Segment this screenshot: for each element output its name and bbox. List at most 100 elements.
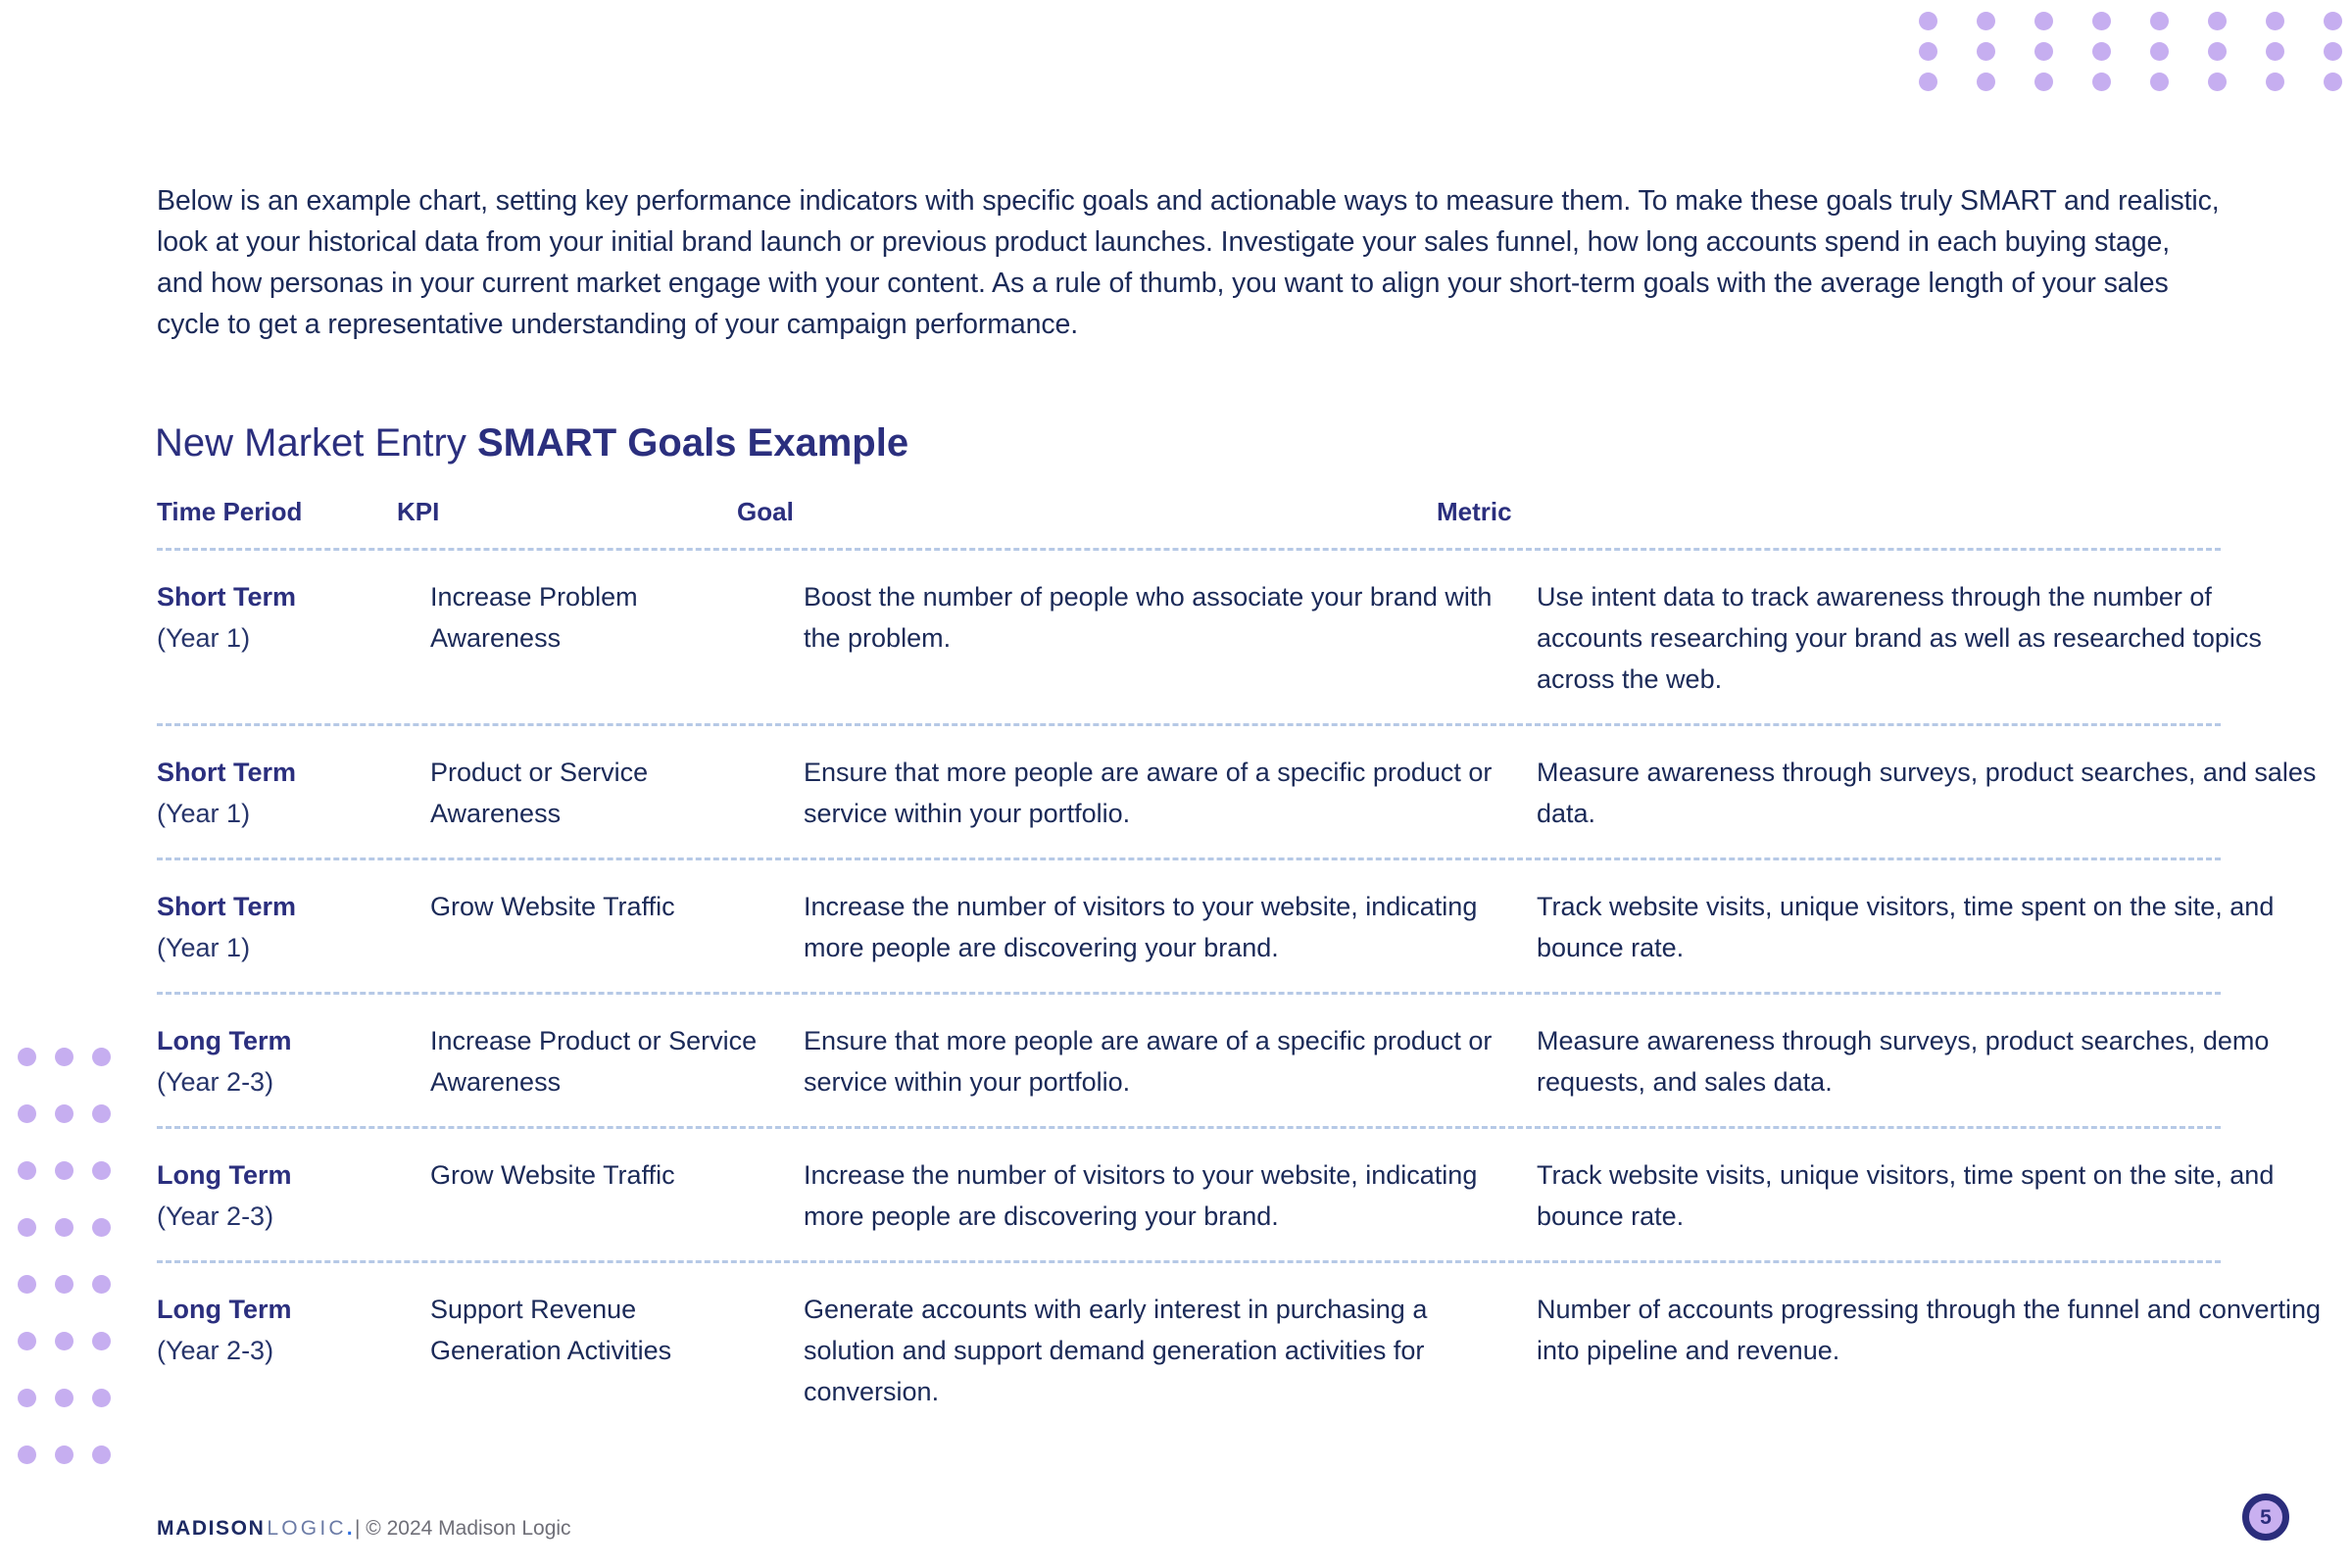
- decorative-dot: [18, 1275, 36, 1294]
- decorative-dot: [2324, 12, 2342, 30]
- decorative-dot: [2324, 42, 2342, 61]
- table-header-row: Time Period KPI Goal Metric: [157, 495, 2221, 548]
- decorative-dot: [2208, 12, 2227, 30]
- cell-time-period: Short Term (Year 1): [157, 886, 430, 968]
- decorative-dot: [18, 1332, 36, 1350]
- decorative-dot: [1977, 42, 1995, 61]
- page-title-light: New Market Entry: [155, 421, 477, 466]
- decorative-dot: [92, 1048, 111, 1066]
- logo-text-logic: LOGIC: [267, 1517, 347, 1540]
- decorative-dot: [18, 1446, 36, 1464]
- time-period-term: Short Term: [157, 758, 297, 787]
- decorative-dot: [1919, 12, 1937, 30]
- table-row: Long Term (Year 2-3) Increase Product or S…: [157, 995, 2269, 1126]
- decorative-dot: [2266, 73, 2284, 91]
- decorative-dot: [1919, 73, 1937, 91]
- time-period-year: (Year 2-3): [157, 1336, 274, 1365]
- cell-kpi: Grow Website Traffic: [430, 892, 675, 921]
- table-row: Long Term (Year 2-3) Grow Website Traffic I…: [157, 1129, 2274, 1260]
- cell-metric: Measure awareness through surveys, produ…: [1537, 1026, 2270, 1097]
- cell-time-period: Long Term (Year 2-3): [157, 1154, 430, 1237]
- column-header-goal: Goal: [737, 497, 794, 526]
- decorative-dot: [2034, 73, 2053, 91]
- cell-goal: Boost the number of people who associate…: [804, 582, 1493, 653]
- decorative-dot: [2092, 73, 2111, 91]
- decorative-dot: [2208, 42, 2227, 61]
- cell-kpi: Increase Product or Service Awareness: [430, 1026, 758, 1097]
- cell-goal: Increase the number of visitors to your …: [804, 1160, 1478, 1231]
- time-period-term: Long Term: [157, 1026, 292, 1055]
- logo-text-madison: MADISON: [157, 1517, 266, 1540]
- page-title-bold: SMART Goals Example: [476, 421, 909, 466]
- table-row: Long Term (Year 2-3) Support Revenue Gener…: [157, 1263, 2321, 1436]
- decorative-dot: [1977, 73, 1995, 91]
- decorative-dot: [2092, 12, 2111, 30]
- cell-metric: Track website visits, unique visitors, t…: [1537, 892, 2275, 962]
- decorative-dot: [2034, 42, 2053, 61]
- time-period-year: (Year 1): [157, 623, 251, 653]
- decorative-dot: [18, 1218, 36, 1237]
- decorative-dot: [92, 1389, 111, 1407]
- row-divider: [157, 548, 2221, 551]
- row-divider: [157, 723, 2221, 726]
- table-row: Short Term (Year 1) Grow Website Traffic In…: [157, 860, 2274, 992]
- row-divider: [157, 858, 2221, 860]
- time-period-term: Long Term: [157, 1160, 292, 1190]
- footer-copyright: | © 2024 Madison Logic: [355, 1517, 571, 1540]
- table-row: Short Term (Year 1) Increase Problem Aware…: [157, 551, 2262, 723]
- row-divider: [157, 992, 2221, 995]
- row-divider: [157, 1260, 2221, 1263]
- decorative-dot: [2150, 42, 2169, 61]
- decorative-dot: [1977, 12, 1995, 30]
- cell-kpi: Increase Problem Awareness: [430, 582, 638, 653]
- madison-logic-logo: MADISON LOGIC .: [157, 1517, 353, 1541]
- cell-goal: Generate accounts with early interest in…: [804, 1295, 1428, 1406]
- cell-kpi: Product or Service Awareness: [430, 758, 649, 828]
- decorative-dot: [2266, 42, 2284, 61]
- time-period-year: (Year 2-3): [157, 1067, 274, 1097]
- decorative-dot: [55, 1048, 74, 1066]
- cell-time-period: Short Term (Year 1): [157, 752, 430, 834]
- cell-time-period: Long Term (Year 2-3): [157, 1289, 430, 1371]
- decorative-dot: [18, 1161, 36, 1180]
- cell-goal: Ensure that more people are aware of a s…: [804, 758, 1493, 828]
- decorative-dot: [92, 1446, 111, 1464]
- table-row: Short Term (Year 1) Product or Service Awa…: [157, 726, 2316, 858]
- decorative-dot-grid-left: [18, 1048, 129, 1502]
- cell-goal: Ensure that more people are aware of a s…: [804, 1026, 1493, 1097]
- decorative-dot: [92, 1218, 111, 1237]
- decorative-dot: [55, 1389, 74, 1407]
- decorative-dot: [92, 1104, 111, 1123]
- decorative-dot: [18, 1048, 36, 1066]
- decorative-dot: [2266, 12, 2284, 30]
- decorative-dot: [2324, 73, 2342, 91]
- cell-metric: Measure awareness through surveys, produ…: [1537, 758, 2317, 828]
- page-title: New Market Entry SMART Goals Example: [155, 419, 908, 466]
- decorative-dot: [92, 1275, 111, 1294]
- decorative-dot: [55, 1161, 74, 1180]
- time-period-term: Short Term: [157, 892, 297, 921]
- decorative-dot: [1919, 42, 1937, 61]
- logo-dot: .: [346, 1517, 353, 1540]
- decorative-dot: [2092, 42, 2111, 61]
- decorative-dot: [55, 1104, 74, 1123]
- column-header-metric: Metric: [1437, 497, 1512, 526]
- decorative-dot: [92, 1332, 111, 1350]
- column-header-kpi: KPI: [397, 497, 440, 526]
- row-divider: [157, 1126, 2221, 1129]
- decorative-dot: [18, 1389, 36, 1407]
- decorative-dot-grid-top-right: [1919, 12, 2352, 103]
- column-header-time-period: Time Period: [157, 497, 303, 526]
- decorative-dot: [18, 1104, 36, 1123]
- decorative-dot: [55, 1446, 74, 1464]
- cell-time-period: Short Term (Year 1): [157, 576, 430, 659]
- decorative-dot: [55, 1275, 74, 1294]
- cell-metric: Number of accounts progressing through t…: [1537, 1295, 2321, 1365]
- time-period-year: (Year 2-3): [157, 1201, 274, 1231]
- decorative-dot: [2034, 12, 2053, 30]
- decorative-dot: [2150, 73, 2169, 91]
- page-number-badge: 5: [2242, 1494, 2289, 1541]
- cell-metric: Track website visits, unique visitors, t…: [1537, 1160, 2275, 1231]
- cell-kpi: Support Revenue Generation Activities: [430, 1295, 672, 1365]
- cell-time-period: Long Term (Year 2-3): [157, 1020, 430, 1102]
